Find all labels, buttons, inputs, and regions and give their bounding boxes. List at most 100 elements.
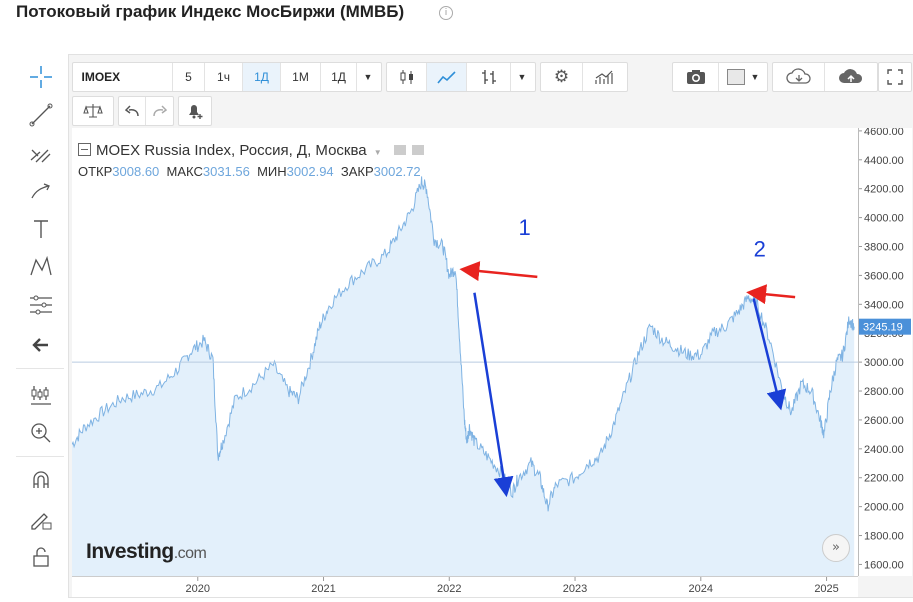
open-value: 3008.60: [112, 164, 160, 179]
drawing-toolbar: [14, 56, 66, 596]
page-title: Потоковый график Индекс МосБиржи (ММВБ): [16, 2, 405, 21]
settings-small-icon[interactable]: [412, 145, 425, 155]
instrument-name: MOEX Russia Index, Россия, Д, Москва: [96, 142, 367, 159]
time-tick-label: 2020: [186, 583, 210, 595]
annotation-label-1: 1: [518, 215, 530, 240]
chevron-down-icon[interactable]: ▼: [363, 72, 373, 82]
bars-icon[interactable]: [467, 63, 511, 91]
magnet-icon[interactable]: [24, 466, 58, 496]
crosshair-icon[interactable]: [24, 62, 58, 92]
price-axis[interactable]: 4600.00 4400.00 4200.00 4000.00 3800.00 3600.…: [858, 126, 912, 576]
area-chart-icon[interactable]: [427, 63, 467, 91]
chevron-down-icon[interactable]: ▼: [517, 72, 527, 82]
alert-group: [178, 96, 212, 126]
time-tick-label: 2022: [437, 583, 461, 595]
text-icon[interactable]: [24, 214, 58, 244]
info-circle-icon[interactable]: i: [439, 6, 453, 20]
scroll-to-end-icon[interactable]: »: [822, 534, 850, 562]
high-value: 3031.56: [202, 164, 250, 179]
interval-custom-button[interactable]: 1Д: [321, 63, 357, 91]
price-tick-label: 2000.00: [864, 502, 904, 514]
price-tick-label: 4200.00: [864, 184, 904, 196]
interval-1h-button[interactable]: 1ч: [205, 63, 243, 91]
annotation-label-2: 2: [754, 237, 766, 262]
trendline-icon[interactable]: [24, 100, 58, 130]
investing-logo[interactable]: Investing.com: [86, 540, 207, 564]
fullscreen-group: [878, 62, 912, 92]
high-label: МАКС: [166, 164, 203, 179]
color-square-icon[interactable]: ▼: [719, 63, 767, 91]
interval-group: 5 1ч 1Д 1М 1Д ▼: [72, 62, 382, 92]
fib-icon[interactable]: [24, 290, 58, 320]
chevron-down-icon[interactable]: ▼: [373, 148, 382, 157]
series-line: [71, 176, 855, 512]
last-price-badge: [859, 318, 911, 335]
pitchfork-icon[interactable]: [24, 138, 58, 168]
scale-icon[interactable]: [73, 97, 113, 125]
interval-1d-button[interactable]: 1Д: [243, 63, 281, 91]
snapshot-group: ▼: [672, 62, 768, 92]
annotation-arrow-2: [473, 292, 514, 498]
logo-suffix: .com: [173, 545, 207, 562]
cloud-upload-icon[interactable]: [825, 63, 877, 91]
cloud-download-icon[interactable]: [773, 63, 825, 91]
redo-icon[interactable]: [146, 97, 173, 125]
annotation-arrow-4: [752, 298, 787, 411]
camera-icon[interactable]: [673, 63, 719, 91]
candles-settings-icon[interactable]: [24, 380, 58, 410]
price-axis-labels: 4600.00 4400.00 4200.00 4000.00 3800.00 3600.…: [858, 126, 911, 576]
logo-main: Investing: [86, 540, 174, 563]
time-tick-label: 2025: [814, 583, 838, 595]
symbol-field-wrap: [73, 63, 173, 91]
annotation-arrow-1: [459, 261, 538, 282]
time-tick-label: 2023: [563, 583, 587, 595]
annotation-arrow-3: [746, 284, 796, 305]
legend-box-icon[interactable]: [78, 143, 91, 156]
price-tick-label: 3600.00: [864, 270, 904, 282]
alert-bell-icon[interactable]: [179, 97, 211, 125]
price-tick-label: 2400.00: [864, 444, 904, 456]
price-tick-label: 2600.00: [864, 415, 904, 427]
price-tick-label: 1800.00: [864, 531, 904, 543]
brush-icon[interactable]: [24, 176, 58, 206]
area-fill: [72, 176, 855, 576]
price-tick-label: 4000.00: [864, 213, 904, 225]
settings-group: ⚙: [540, 62, 628, 92]
price-tick-label: 4600.00: [864, 128, 904, 138]
instrument-legend: MOEX Russia Index, Россия, Д, Москва ▼: [78, 142, 425, 159]
price-tick-label: 3000.00: [864, 357, 904, 369]
undo-icon[interactable]: [119, 97, 146, 125]
lock-pencil-icon[interactable]: [24, 504, 58, 534]
price-tick-label: 3800.00: [864, 242, 904, 254]
indicators-icon[interactable]: [583, 63, 625, 91]
price-tick-label: 4400.00: [864, 155, 904, 167]
eye-icon[interactable]: [393, 145, 406, 155]
time-tick-label: 2021: [311, 583, 335, 595]
price-tick-label: 1600.00: [864, 559, 904, 571]
interval-5-button[interactable]: 5: [173, 63, 205, 91]
open-label: ОТКР: [78, 164, 113, 179]
unlock-icon[interactable]: [24, 542, 58, 572]
gear-icon[interactable]: ⚙: [541, 63, 583, 91]
time-axis[interactable]: 2020 2021 2022 2023 2024 2025: [72, 576, 858, 597]
close-label: ЗАКР: [340, 164, 374, 179]
fullscreen-icon[interactable]: [879, 63, 911, 91]
symbol-input[interactable]: [73, 64, 172, 90]
time-tick-label: 2024: [689, 583, 713, 595]
back-arrow-icon[interactable]: [24, 330, 58, 360]
candles-icon[interactable]: [387, 63, 427, 91]
price-chart: 12: [71, 176, 858, 576]
ohlc-readout: ОТКР3008.60 МАКС3031.56 МИН3002.94 ЗАКР3…: [78, 164, 421, 179]
zoom-icon[interactable]: [24, 418, 58, 448]
price-tick-label: 2800.00: [864, 386, 904, 398]
low-value: 3002.94: [286, 164, 334, 179]
price-tick-label: 3400.00: [864, 299, 904, 311]
interval-1m-button[interactable]: 1М: [281, 63, 321, 91]
cloud-group: [772, 62, 878, 92]
time-axis-labels: 2020 2021 2022 2023 2024 2025: [186, 577, 839, 595]
low-label: МИН: [257, 164, 287, 179]
pattern-icon[interactable]: [24, 252, 58, 282]
scale-group: [72, 96, 114, 126]
last-price-label: 3245.19: [863, 322, 903, 334]
